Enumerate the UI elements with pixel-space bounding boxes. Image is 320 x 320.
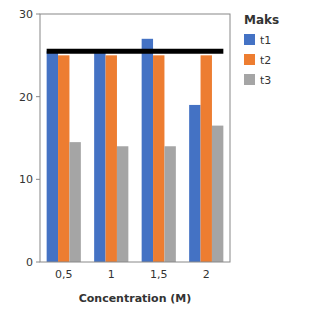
- bar: [106, 55, 117, 262]
- x-tick-label: 0,5: [55, 268, 73, 281]
- y-tick: [36, 96, 40, 97]
- reference-line: [47, 49, 224, 54]
- legend-swatch: [244, 34, 255, 45]
- x-tick-label: 1,5: [150, 268, 168, 281]
- legend: Maks t1 t2 t3: [244, 13, 279, 87]
- y-tick-label: 30: [19, 8, 33, 21]
- chart-container: 0 10 20 30 0,5 1 1,5 2 Concentration (M) Maks t1 t2…: [0, 0, 320, 320]
- legend-swatch: [244, 54, 255, 65]
- x-tick-label: 1: [108, 268, 115, 281]
- bar: [94, 51, 105, 262]
- legend-swatch: [244, 74, 255, 85]
- plot-frame: [40, 14, 230, 262]
- y-tick-label: 10: [19, 173, 33, 186]
- x-axis-label: Concentration (M): [79, 292, 192, 305]
- y-tick: [36, 179, 40, 180]
- bar: [153, 55, 164, 262]
- y-tick: [36, 262, 40, 263]
- bar: [69, 142, 80, 262]
- bar: [164, 146, 175, 262]
- bars: [47, 39, 224, 262]
- bar: [47, 51, 58, 262]
- y-tick-label: 20: [19, 91, 33, 104]
- chart: 0 10 20 30 0,5 1 1,5 2 Concentration (M) Maks t1 t2…: [0, 0, 320, 320]
- bar: [189, 105, 200, 262]
- y-tick-label: 0: [26, 256, 33, 269]
- y-tick: [36, 14, 40, 15]
- bar: [201, 55, 212, 262]
- bar: [212, 126, 223, 262]
- bar: [142, 39, 153, 262]
- bar: [58, 55, 69, 262]
- legend-label: t3: [260, 74, 271, 87]
- legend-label: t1: [260, 34, 271, 47]
- x-tick-label: 2: [203, 268, 210, 281]
- legend-title: Maks: [244, 13, 279, 27]
- bar: [117, 146, 128, 262]
- legend-label: t2: [260, 54, 271, 67]
